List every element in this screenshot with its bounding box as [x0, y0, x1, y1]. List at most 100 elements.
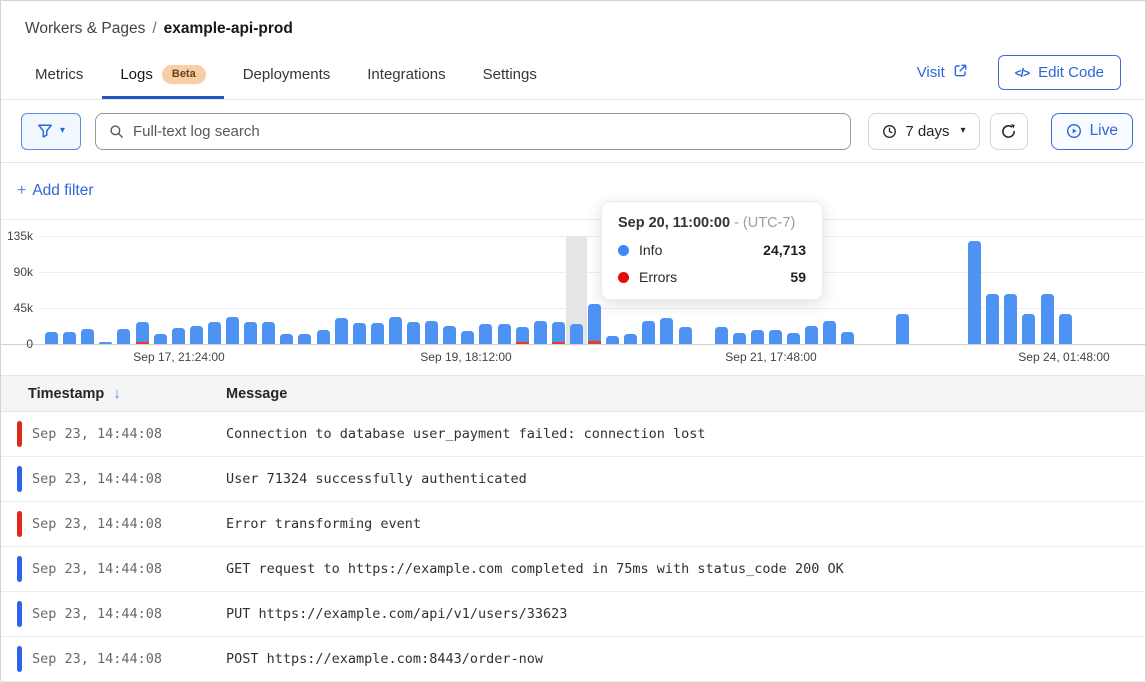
chart-bar[interactable]: [479, 324, 493, 344]
chart-bar[interactable]: [805, 325, 819, 344]
tab-bar: Metrics Logs Beta Deployments Integrations Se…: [35, 64, 537, 100]
info-bar-segment: [551, 322, 565, 342]
chart-bar[interactable]: [497, 324, 511, 344]
chart-bar[interactable]: [316, 330, 330, 344]
chart-bar[interactable]: [388, 316, 402, 344]
chart-bar[interactable]: [1058, 313, 1072, 344]
edit-code-button[interactable]: </> Edit Code: [997, 55, 1121, 90]
log-row[interactable]: Sep 23, 14:44:08 User 71324 successfully …: [1, 457, 1145, 502]
chart-bar[interactable]: [370, 323, 384, 344]
chart-bar[interactable]: [171, 328, 185, 344]
tab-label: Settings: [482, 65, 537, 83]
chart-bar[interactable]: [569, 324, 583, 344]
chart-bar[interactable]: [443, 326, 457, 344]
info-bar-segment: [986, 293, 1000, 344]
chart-bar[interactable]: [750, 329, 764, 344]
chart-bar[interactable]: [63, 332, 77, 344]
chart-bar[interactable]: [226, 316, 239, 344]
chart-bar[interactable]: [787, 332, 801, 344]
chart-bar[interactable]: [135, 322, 149, 344]
info-bar-segment: [407, 321, 420, 344]
breadcrumb-section[interactable]: Workers & Pages: [25, 20, 146, 37]
chart-bar[interactable]: [280, 334, 294, 344]
chart-bar[interactable]: [968, 240, 982, 344]
tab-label: Deployments: [242, 65, 331, 83]
chart-bar[interactable]: [895, 313, 909, 344]
info-bar-segment: [841, 332, 855, 344]
info-level-indicator: [17, 466, 22, 492]
chart-bar[interactable]: [244, 321, 258, 344]
chart-bar[interactable]: [986, 293, 1000, 344]
chart-bar[interactable]: [334, 317, 348, 344]
chart-bar[interactable]: [117, 328, 131, 344]
chart-bar[interactable]: [99, 341, 113, 344]
chart-bar[interactable]: [624, 333, 638, 344]
chart-bar[interactable]: [642, 320, 656, 344]
chart-bar[interactable]: [606, 336, 620, 344]
info-bar-segment: [117, 328, 131, 344]
chart-bar[interactable]: [425, 320, 439, 344]
search-input[interactable]: [133, 122, 838, 140]
tab-deployments[interactable]: Deployments: [243, 65, 331, 99]
message-column-header[interactable]: Message: [226, 385, 288, 402]
chart-bar[interactable]: [841, 332, 855, 344]
visit-link[interactable]: Visit: [917, 63, 968, 82]
edit-code-label: Edit Code: [1038, 64, 1104, 81]
chart-bar[interactable]: [551, 322, 565, 344]
chart-bar[interactable]: [823, 320, 837, 344]
filter-row: + Add filter: [1, 163, 1145, 220]
log-row[interactable]: Sep 23, 14:44:08 Connection to database u…: [1, 412, 1145, 457]
info-bar-segment: [732, 332, 746, 344]
gridline: [39, 272, 1145, 273]
chart-bar[interactable]: [714, 327, 728, 344]
chart-bar[interactable]: [45, 332, 58, 344]
chart-bar[interactable]: [352, 323, 366, 344]
filter-button[interactable]: ▾: [21, 112, 81, 150]
chart-bar[interactable]: [262, 322, 276, 344]
chart-bar[interactable]: [769, 329, 782, 344]
chart-bar[interactable]: [533, 320, 547, 344]
tab-metrics[interactable]: Metrics: [35, 65, 83, 99]
chart-bar[interactable]: [207, 321, 221, 344]
chart-bar[interactable]: [588, 304, 601, 344]
log-timestamp: Sep 23, 14:44:08: [32, 651, 163, 667]
chart-bar[interactable]: [1004, 293, 1018, 344]
tab-logs[interactable]: Logs Beta: [102, 64, 225, 100]
chart-bar[interactable]: [461, 331, 475, 344]
log-row[interactable]: Sep 23, 14:44:08 Error transforming event: [1, 502, 1145, 547]
log-row[interactable]: Sep 23, 14:44:08 POST https://example.com…: [1, 637, 1145, 682]
sort-descending-icon[interactable]: ↓: [113, 385, 121, 402]
refresh-button[interactable]: [989, 112, 1028, 150]
error-bar-segment: [515, 341, 529, 344]
breadcrumb-separator: /: [152, 20, 157, 37]
log-message: Connection to database user_payment fail…: [226, 426, 706, 442]
tab-integrations[interactable]: Integrations: [367, 65, 445, 99]
chart-bar[interactable]: [189, 325, 203, 344]
gridline: [1, 344, 1145, 345]
live-button[interactable]: Live: [1050, 112, 1133, 150]
log-volume-chart: 135k 90k 45k 0 Sep 17, 21:24:00 Sep 19, 18:12…: [1, 220, 1145, 375]
tab-settings[interactable]: Settings: [483, 65, 537, 99]
log-row[interactable]: Sep 23, 14:44:08 GET request to https://e…: [1, 547, 1145, 592]
info-bar-segment: [171, 328, 185, 344]
y-axis-label: 0: [26, 337, 33, 351]
search-icon: [109, 124, 124, 139]
time-range-dropdown[interactable]: 7 days ▾: [868, 112, 980, 150]
chart-bar[interactable]: [660, 317, 674, 344]
add-filter-button[interactable]: + Add filter: [17, 182, 94, 200]
chart-bar[interactable]: [407, 321, 420, 344]
chart-bar[interactable]: [298, 334, 312, 344]
info-bar-segment: [624, 333, 638, 344]
error-bar-segment: [551, 342, 565, 344]
chart-bar[interactable]: [515, 326, 529, 344]
log-row[interactable]: Sep 23, 14:44:08 PUT https://example.com/…: [1, 592, 1145, 637]
info-bar-segment: [678, 327, 692, 344]
chart-bar[interactable]: [678, 327, 692, 344]
timestamp-column-header[interactable]: Timestamp: [28, 385, 105, 402]
chart-bar[interactable]: [1022, 313, 1036, 344]
chart-bar[interactable]: [153, 334, 167, 344]
chart-bar[interactable]: [1040, 293, 1054, 344]
chart-bar[interactable]: [81, 328, 95, 344]
plus-icon: +: [17, 182, 27, 199]
chart-bar[interactable]: [732, 332, 746, 344]
